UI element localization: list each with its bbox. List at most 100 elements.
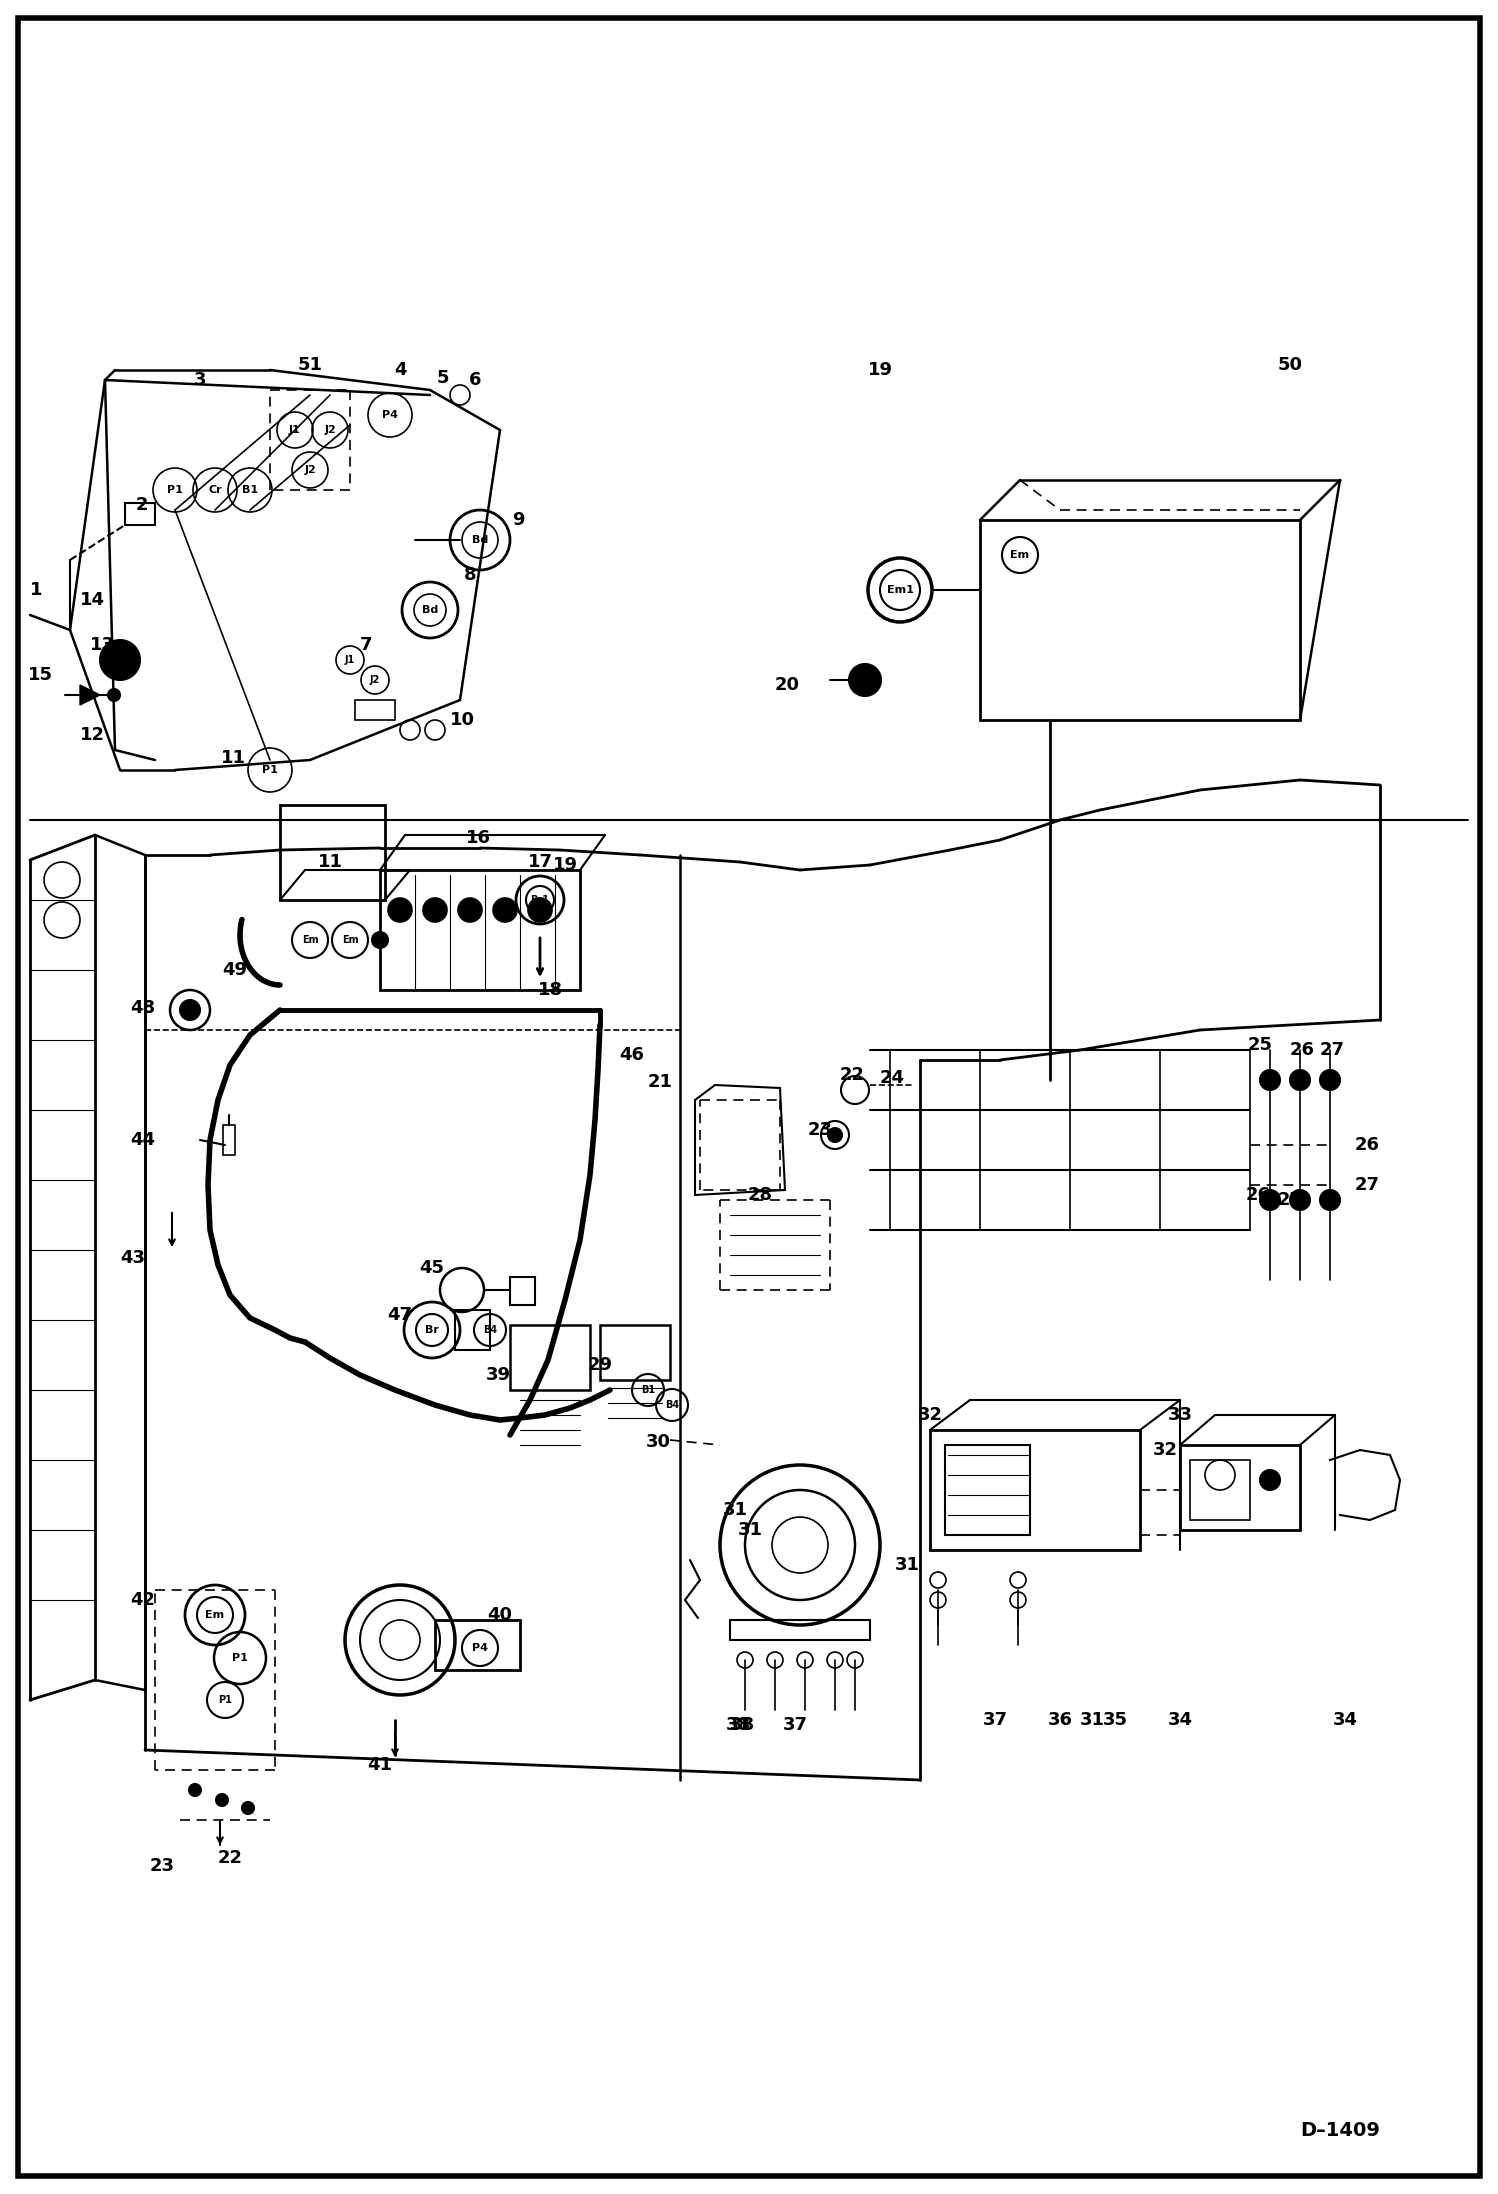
Text: 39: 39	[485, 1367, 511, 1384]
Bar	[355, 700, 395, 720]
Circle shape	[216, 1795, 228, 1806]
Bar	[980, 520, 1300, 720]
Text: P1: P1	[232, 1652, 249, 1663]
Text: 24: 24	[879, 1068, 905, 1086]
Text: 31: 31	[737, 1520, 762, 1538]
Circle shape	[372, 932, 388, 948]
Bar	[223, 1126, 235, 1154]
Text: 31: 31	[722, 1501, 748, 1518]
Text: 45: 45	[419, 1259, 445, 1277]
Text: Em1: Em1	[887, 586, 914, 595]
Text: 34: 34	[1167, 1711, 1192, 1729]
Text: 22: 22	[839, 1066, 864, 1084]
Circle shape	[243, 1801, 255, 1814]
Text: 34: 34	[1333, 1711, 1357, 1729]
Text: 26: 26	[1245, 1187, 1270, 1205]
Text: 31: 31	[894, 1556, 920, 1573]
Text: 10: 10	[449, 711, 475, 728]
Circle shape	[100, 641, 139, 680]
Text: 4: 4	[394, 362, 406, 380]
Text: B1: B1	[243, 485, 258, 496]
Text: 17: 17	[527, 853, 553, 871]
Text: 42: 42	[130, 1591, 154, 1608]
Text: 6: 6	[469, 371, 481, 388]
Bar	[1189, 1459, 1249, 1520]
Text: 22: 22	[217, 1850, 243, 1867]
Text: J2: J2	[304, 465, 316, 474]
Text: 7: 7	[360, 636, 373, 654]
Text: 20: 20	[774, 676, 800, 693]
Circle shape	[108, 689, 120, 702]
Text: Br: Br	[425, 1325, 439, 1334]
Text: 46: 46	[620, 1047, 644, 1064]
Circle shape	[527, 897, 551, 921]
Circle shape	[422, 897, 446, 921]
Text: B1: B1	[641, 1384, 655, 1395]
Text: Bd: Bd	[422, 606, 437, 614]
Text: 5: 5	[437, 369, 449, 386]
Text: 35: 35	[1103, 1711, 1128, 1729]
Text: J2: J2	[324, 426, 336, 434]
Circle shape	[189, 1784, 201, 1797]
Text: 30: 30	[646, 1433, 671, 1450]
Bar	[509, 1277, 535, 1305]
Text: 48: 48	[130, 998, 154, 1018]
Bar	[930, 1430, 1140, 1549]
Bar	[601, 1325, 670, 1380]
Text: 3: 3	[193, 371, 207, 388]
Text: 11: 11	[220, 748, 246, 768]
Text: Bd: Bd	[472, 535, 488, 544]
Text: 15: 15	[28, 667, 52, 685]
Text: 32: 32	[1153, 1441, 1177, 1459]
Text: 27: 27	[1356, 1176, 1380, 1194]
Text: P1: P1	[168, 485, 183, 496]
Text: 18: 18	[538, 981, 563, 998]
Text: Cr: Cr	[208, 485, 222, 496]
Text: P1: P1	[262, 766, 279, 774]
Text: 37: 37	[983, 1711, 1008, 1729]
Circle shape	[1320, 1189, 1341, 1211]
Text: 2: 2	[136, 496, 148, 513]
Text: 43: 43	[120, 1248, 145, 1266]
Bar	[730, 1619, 870, 1639]
Text: Em: Em	[205, 1610, 225, 1619]
Text: 31: 31	[1080, 1711, 1104, 1729]
Text: Br1: Br1	[530, 895, 550, 904]
Circle shape	[1260, 1071, 1279, 1090]
Circle shape	[180, 1000, 201, 1020]
Text: 16: 16	[466, 829, 490, 847]
Text: P4: P4	[472, 1643, 488, 1652]
Bar	[434, 1619, 520, 1670]
Bar	[509, 1325, 590, 1391]
Text: 41: 41	[367, 1755, 392, 1775]
Text: J1: J1	[289, 426, 301, 434]
Text: B4: B4	[665, 1400, 679, 1411]
Circle shape	[849, 665, 881, 695]
Text: 13: 13	[90, 636, 115, 654]
Text: 47: 47	[388, 1305, 412, 1323]
Text: 21: 21	[647, 1073, 673, 1090]
Text: 19: 19	[867, 362, 893, 380]
Text: 27: 27	[1320, 1040, 1345, 1060]
Text: 37: 37	[782, 1716, 807, 1733]
Text: Em: Em	[1011, 551, 1029, 559]
Text: 51: 51	[298, 355, 322, 373]
Circle shape	[1290, 1189, 1309, 1211]
Text: 49: 49	[223, 961, 247, 979]
Text: D–1409: D–1409	[1300, 2119, 1380, 2139]
Text: 28: 28	[748, 1187, 773, 1205]
Text: Em: Em	[301, 935, 318, 946]
Text: 33: 33	[1167, 1406, 1192, 1424]
Text: 44: 44	[130, 1130, 154, 1150]
Bar	[280, 805, 385, 900]
Text: J2: J2	[370, 676, 380, 685]
Text: 50: 50	[1278, 355, 1302, 373]
Circle shape	[1260, 1470, 1279, 1490]
Circle shape	[1260, 1189, 1279, 1211]
Bar	[945, 1446, 1031, 1536]
Text: 32: 32	[917, 1406, 942, 1424]
Bar	[455, 1310, 490, 1349]
Text: 19: 19	[553, 856, 578, 873]
Text: 29: 29	[587, 1356, 613, 1373]
Circle shape	[828, 1128, 842, 1143]
